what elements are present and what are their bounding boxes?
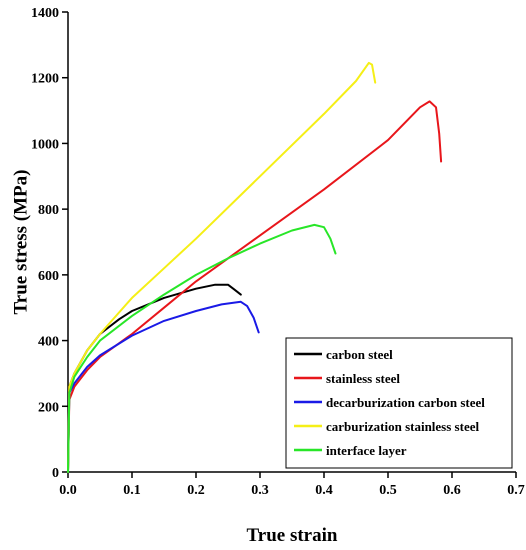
y-tick-label: 200 [38,400,59,415]
legend-label: decarburization carbon steel [326,395,485,410]
series-line-carburization-stainless-steel [67,61,377,473]
data-series [67,61,443,473]
y-tick-label: 400 [38,335,59,350]
y-axis-title: True stress (MPa) [10,170,31,315]
legend: carbon steel stainless steel decarburizati… [285,337,513,469]
x-tick-label: 0.7 [507,483,525,498]
series-line-interface-layer [67,223,337,473]
legend-box [285,337,513,469]
y-tick-label: 1000 [31,137,59,152]
x-tick-label: 0.2 [187,483,205,498]
series-line-carbon-steel [67,283,242,473]
x-tick-label: 0.4 [315,483,333,498]
legend-label: stainless steel [326,371,400,386]
y-tick-label: 800 [38,203,59,218]
x-axis-title: True strain [247,525,338,546]
tick-marks: 0.0 0.1 0.2 0.3 0.4 0.5 0.6 0.7 0 200 400 600 800 100… [31,6,525,498]
x-tick-label: 0.3 [251,483,269,498]
x-tick-label: 0.0 [59,483,77,498]
legend-label: carbon steel [326,347,393,362]
x-tick-label: 0.1 [123,483,141,498]
series-line-decarburization-carbon-steel [67,300,260,473]
y-tick-label: 1200 [31,72,59,87]
legend-label: carburization stainless steel [326,419,479,434]
y-tick-label: 0 [52,466,59,481]
y-tick-label: 1400 [31,6,59,21]
x-tick-label: 0.6 [443,483,461,498]
axes [67,12,516,473]
legend-label: interface layer [326,443,407,458]
x-tick-label: 0.5 [379,483,397,498]
y-tick-label: 600 [38,269,59,284]
